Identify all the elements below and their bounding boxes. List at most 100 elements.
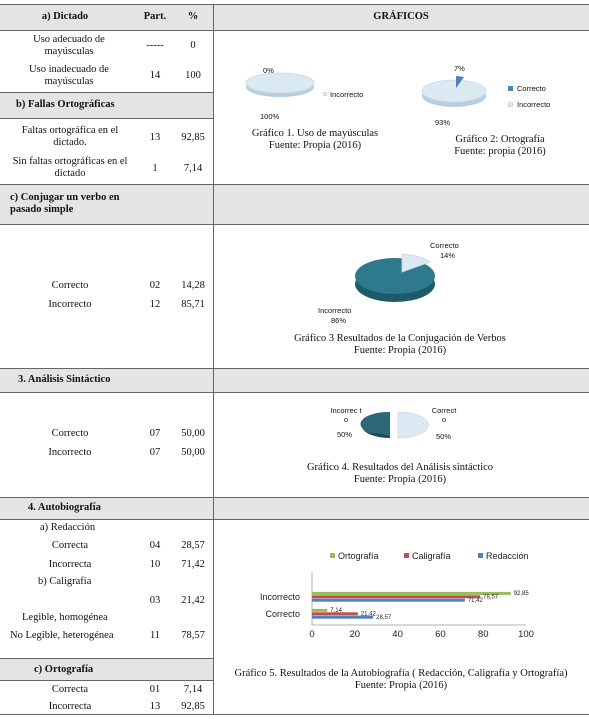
fallas-title: b) Fallas Ortográficas: [16, 99, 115, 110]
row-label: Correcta: [51, 684, 89, 695]
ortografia-title-bg: [0, 658, 213, 680]
legend-entry: Caligrafía: [412, 551, 451, 561]
legend-entry: Ortografía: [338, 551, 379, 561]
header-pct: %: [187, 11, 199, 22]
row-pct: 14,28: [181, 280, 205, 291]
x-tick-label: 40: [392, 629, 403, 640]
caption-line: Fuente: propia (2016): [454, 146, 546, 157]
label-line: Incorrec to: [330, 406, 362, 424]
caption-line: Gráfico 2: Ortografía: [455, 134, 545, 145]
row-part: 01: [149, 684, 161, 695]
row-label: Incorrecto: [48, 299, 92, 310]
row-pct: 7,14: [183, 163, 203, 174]
data-label: 71,42: [468, 598, 484, 604]
pie-slice-correcto: [401, 253, 431, 273]
pie-slice-incorrecto: [360, 411, 390, 433]
row-label: Sin faltas ortográficas en el dictado: [12, 156, 128, 179]
row-pct: 92,85: [181, 701, 205, 712]
row-label: Faltas ortográfica en el dictado.: [21, 125, 119, 148]
chart-3-caption: Gráfico 3 Resultados de la Conjugación d…: [230, 333, 570, 357]
data-label: 21,42: [361, 612, 377, 618]
row-pct: 50,00: [181, 428, 205, 439]
chart-2-legend-correcto: Correcto: [517, 84, 546, 93]
data-label: 7,14: [330, 608, 342, 614]
legend-swatch: [330, 553, 335, 558]
chart-2-label-1: 93%: [435, 118, 451, 127]
caption-line: Fuente: Propia (2016): [353, 474, 447, 485]
row-part: 13: [149, 701, 161, 712]
row-label: Correcta: [51, 540, 89, 551]
row-pct: 28,57: [181, 540, 205, 551]
row-pct: 50,00: [181, 447, 205, 458]
bar: [312, 608, 328, 612]
bar: [312, 598, 465, 602]
row-label: Correcto: [51, 280, 89, 291]
redaccion-subtitle: a) Redacción: [40, 522, 96, 533]
chart-4-caption: Gráfico 4. Resultados del Análisis sintá…: [230, 462, 570, 486]
row-part: 1: [152, 163, 158, 174]
chart-2-label-0: 7%: [454, 64, 465, 73]
row-part: 04: [149, 540, 161, 551]
bar: [312, 595, 481, 599]
row-part: -----: [146, 40, 164, 51]
caligrafia-subtitle: b) Caligrafía: [38, 576, 92, 587]
chart-4-label-1-value: 50%: [436, 432, 452, 441]
chart-4-label-0-name: Incorrec to: [324, 406, 368, 424]
row-pct: 71,42: [181, 559, 205, 570]
row-part: 07: [149, 447, 161, 458]
chart-1-caption: Gráfico 1. Uso de mayúsculas Fuente: Pro…: [215, 128, 415, 152]
chart-3-label-1-name: Incorrecto: [318, 306, 352, 315]
caption-line: Gráfico 4. Resultados del Análisis sintá…: [306, 462, 494, 473]
row-pct: 78,57: [181, 630, 205, 641]
sintactico-title-bg: [0, 368, 589, 392]
row-label: Uso adecuado de mayúsculas: [33, 34, 105, 57]
sintactico-title: 3. Análisis Sintáctico: [18, 374, 111, 385]
data-label: 28,57: [376, 615, 392, 621]
caption-line: Fuente: Propia (2016): [353, 345, 447, 356]
chart-1-label-0: 0%: [263, 66, 274, 75]
data-label: 78,57: [483, 595, 499, 601]
row-part: 12: [149, 299, 161, 310]
bar: [312, 612, 358, 616]
row-part: 07: [149, 428, 161, 439]
chart-2-legend-swatch-incorrecto: [508, 102, 513, 107]
chart-3-label-0-name: Correcto: [430, 241, 459, 250]
bar: [312, 615, 374, 619]
chart-5-bars: Ortografía Caligrafía Redacción 0 20 40 60 80 10…: [260, 551, 534, 640]
x-tick-label: 100: [518, 629, 534, 640]
caption-line: Gráfico 5. Resultados de la Autobiografí…: [234, 668, 568, 679]
category-label: Correcto: [265, 609, 300, 619]
row-part: 02: [149, 280, 161, 291]
chart-2-legend-incorrecto: Incorrecto: [517, 100, 551, 109]
chart-3-label-0-value: 14%: [440, 251, 456, 260]
autobiografia-title-bg: [0, 497, 589, 519]
chart-2-pie: [421, 76, 487, 107]
row-part: 10: [149, 559, 161, 570]
row-pct: 100: [185, 70, 201, 81]
data-label: 92,85: [514, 591, 530, 597]
row-pct: 0: [190, 40, 196, 51]
row-pct: 85,71: [181, 299, 205, 310]
chart-3-pie: [355, 253, 435, 302]
x-tick-label: 80: [478, 629, 489, 640]
row-pct: 21,42: [181, 595, 205, 606]
chart-1-legend-incorrecto: Incorrecto: [330, 90, 364, 99]
row-part: 11: [149, 630, 161, 641]
row-label: Incorrecta: [48, 701, 92, 712]
autobiografia-title: 4. Autobiografía: [28, 502, 101, 513]
pie-slice-correcto: [456, 76, 464, 88]
x-tick-label: 60: [435, 629, 446, 640]
row-label: Legible, homogénea: [22, 612, 108, 623]
row-label: Correcto: [51, 428, 89, 439]
row-pct: 7,14: [183, 684, 203, 695]
category-label: Incorrecto: [260, 592, 300, 602]
legend-swatch: [478, 553, 483, 558]
ortografia-title: c) Ortografía: [34, 664, 94, 675]
header-dictado: a) Dictado: [41, 11, 89, 22]
chart-4-pie: [360, 411, 429, 439]
header-part: Part.: [143, 11, 167, 22]
chart-2-caption: Gráfico 2: Ortografía Fuente: propia (20…: [415, 134, 585, 158]
row-label: Uso inadecuado de mayúsculas: [29, 64, 109, 87]
caption-line: Fuente: Propia (2016): [354, 680, 448, 691]
chart-1-label-1: 100%: [260, 112, 280, 121]
